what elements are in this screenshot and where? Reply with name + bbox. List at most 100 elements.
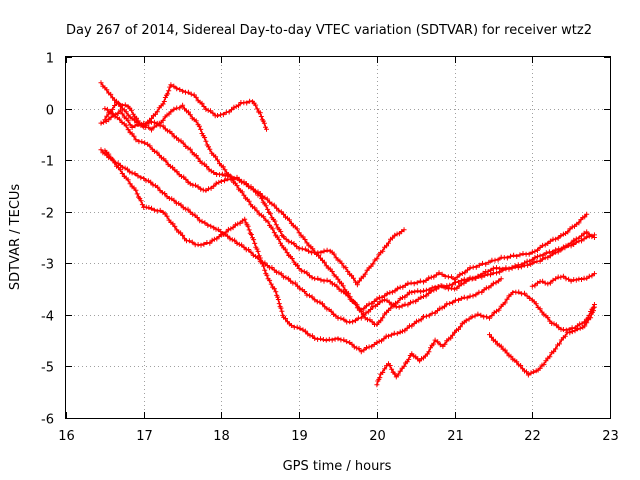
data-point-marker: [369, 319, 375, 325]
data-point-marker: [488, 267, 494, 273]
series-line: [104, 107, 405, 286]
data-point-marker: [152, 149, 158, 154]
data-point-marker: [321, 259, 327, 265]
data-point-marker: [213, 154, 219, 160]
data-point-marker: [480, 260, 485, 266]
data-point-marker: [215, 157, 220, 163]
data-point-marker: [117, 167, 123, 173]
data-point-marker: [488, 283, 494, 289]
data-point-marker: [283, 316, 288, 321]
data-point-marker: [117, 107, 123, 113]
data-point-marker: [255, 248, 261, 254]
data-point-marker: [146, 120, 152, 126]
data-point-marker: [133, 187, 139, 193]
data-point-marker: [271, 286, 277, 292]
data-point-marker: [324, 277, 330, 283]
data-point-marker: [488, 272, 493, 278]
data-point-marker: [445, 286, 451, 292]
data-point-marker: [436, 284, 442, 290]
data-point-marker: [374, 339, 380, 345]
data-point-marker: [172, 223, 178, 229]
data-point-marker: [316, 252, 322, 258]
data-point-marker: [421, 279, 426, 285]
data-point-marker: [328, 308, 334, 314]
data-point-marker: [537, 365, 543, 371]
data-point-marker: [380, 248, 386, 254]
data-point-marker: [165, 91, 171, 97]
data-point-marker: [112, 160, 118, 166]
data-point-marker: [526, 251, 532, 257]
data-point-marker: [537, 253, 543, 259]
data-point-marker: [402, 294, 408, 300]
data-point-marker: [487, 315, 492, 321]
data-point-marker: [459, 271, 465, 276]
data-point-marker: [393, 304, 399, 310]
y-tick-label: 1: [46, 52, 54, 67]
data-point-marker: [591, 271, 597, 277]
data-point-marker: [264, 263, 270, 268]
data-point-marker: [229, 107, 234, 113]
data-point-marker: [228, 174, 234, 180]
data-point-marker: [361, 347, 367, 353]
data-point-marker: [108, 114, 114, 120]
data-point-marker: [386, 333, 391, 339]
data-point-marker: [485, 269, 491, 274]
data-point-marker: [412, 289, 418, 295]
data-point-marker: [524, 293, 530, 299]
data-point-marker: [190, 211, 196, 217]
data-point-marker: [199, 218, 205, 224]
data-point-marker: [395, 285, 401, 291]
data-point-marker: [379, 338, 384, 344]
data-point-marker: [291, 241, 297, 246]
data-point-marker: [256, 211, 262, 217]
data-point-marker: [335, 276, 341, 282]
data-point-marker: [457, 271, 463, 277]
data-point-marker: [309, 275, 315, 281]
data-point-marker: [361, 306, 367, 312]
data-point-marker: [295, 283, 301, 289]
data-point-marker: [206, 144, 211, 150]
data-point-marker: [166, 88, 172, 94]
data-point-marker: [553, 247, 559, 253]
data-point-marker: [110, 156, 116, 162]
data-point-marker: [195, 242, 201, 248]
data-point-marker: [310, 246, 316, 252]
data-point-marker: [309, 294, 315, 300]
data-point-marker: [413, 299, 419, 305]
data-point-marker: [408, 299, 413, 305]
data-point-marker: [491, 309, 497, 315]
data-point-marker: [152, 111, 158, 117]
data-point-marker: [138, 122, 144, 128]
data-point-marker: [246, 198, 252, 204]
data-point-marker: [318, 336, 323, 342]
data-point-marker: [301, 269, 307, 275]
data-point-marker: [104, 87, 110, 93]
data-point-marker: [275, 294, 281, 300]
data-point-marker: [380, 370, 386, 375]
data-point-marker: [449, 285, 454, 291]
data-point-marker: [450, 332, 456, 338]
data-point-marker: [268, 281, 274, 287]
data-point-marker: [113, 112, 119, 118]
series-track-9: [529, 271, 597, 289]
data-point-marker: [174, 169, 180, 175]
data-point-marker: [264, 126, 270, 132]
data-point-marker: [418, 317, 424, 323]
data-point-marker: [216, 179, 222, 185]
data-point-marker: [220, 112, 226, 118]
data-point-marker: [196, 123, 202, 129]
data-point-marker: [411, 281, 417, 287]
data-point-marker: [278, 209, 284, 215]
data-point-marker: [324, 247, 330, 253]
data-point-marker: [180, 102, 186, 108]
data-point-marker: [351, 275, 356, 281]
data-point-marker: [503, 265, 509, 271]
data-point-marker: [591, 232, 597, 238]
data-point-marker: [171, 106, 177, 112]
data-point-marker: [571, 242, 577, 247]
series-track-1: [98, 80, 270, 132]
data-point-marker: [195, 184, 201, 190]
x-tick-label: 16: [58, 429, 75, 444]
data-point-marker: [112, 103, 118, 108]
data-point-marker: [260, 194, 266, 200]
